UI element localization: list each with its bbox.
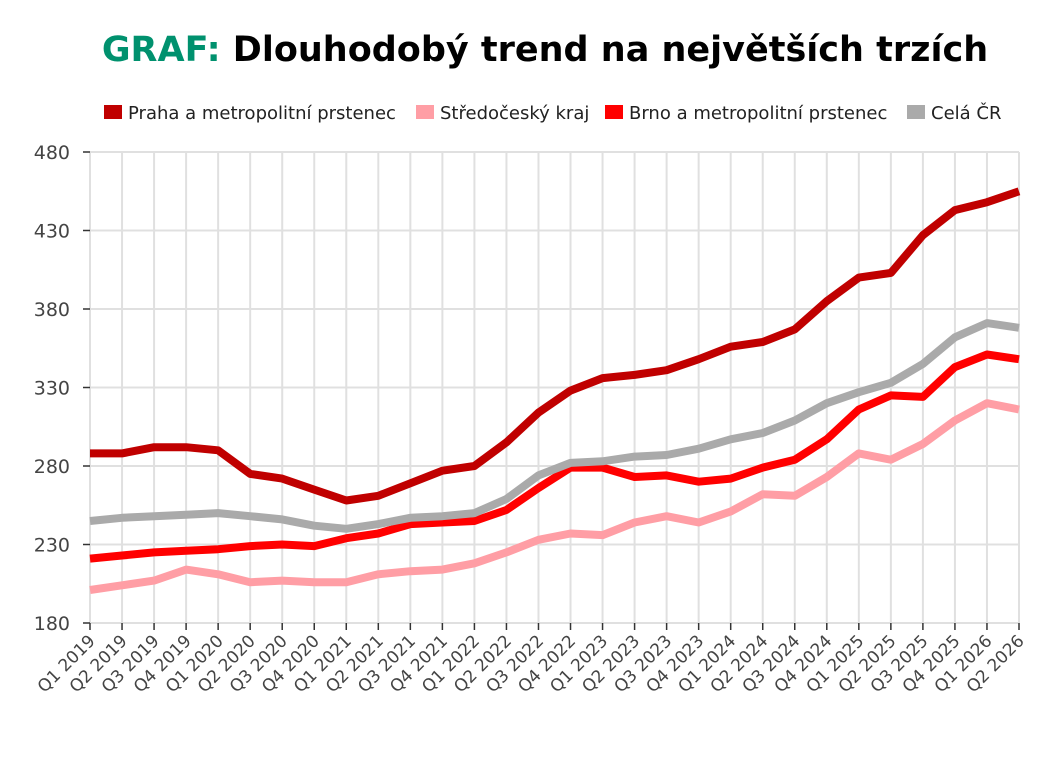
series-line	[89, 399, 1020, 594]
y-tick-label: 330	[34, 378, 70, 400]
legend-label: Praha a metropolitní prstenec	[128, 103, 396, 124]
legend-label: Brno a metropolitní prstenec	[629, 103, 887, 124]
title-text: Dlouhodobý trend na největších trzích	[232, 30, 989, 70]
legend: Praha a metropolitní prstenec Středočeský…	[104, 102, 1001, 124]
y-tick-label: 230	[34, 535, 70, 557]
legend-swatch	[605, 105, 623, 119]
chart-title: GRAF: Dlouhodobý trend na největších trz…	[0, 30, 1056, 70]
series-line	[89, 319, 1020, 533]
y-tick-label: 430	[34, 221, 70, 243]
legend-swatch	[907, 105, 925, 119]
legend-label: Celá ČR	[931, 102, 1001, 124]
y-tick-label: 280	[34, 456, 70, 478]
series-lines	[89, 187, 1021, 594]
series-line	[90, 187, 1021, 505]
legend-swatch	[104, 105, 122, 119]
y-tick-label: 480	[34, 142, 70, 164]
legend-swatch	[416, 105, 434, 119]
y-tick-label: 180	[34, 613, 70, 635]
y-tick-label: 380	[34, 299, 70, 321]
series-line	[89, 350, 1020, 563]
title-prefix: GRAF:	[101, 30, 221, 70]
legend-label: Středočeský kraj	[440, 103, 589, 124]
